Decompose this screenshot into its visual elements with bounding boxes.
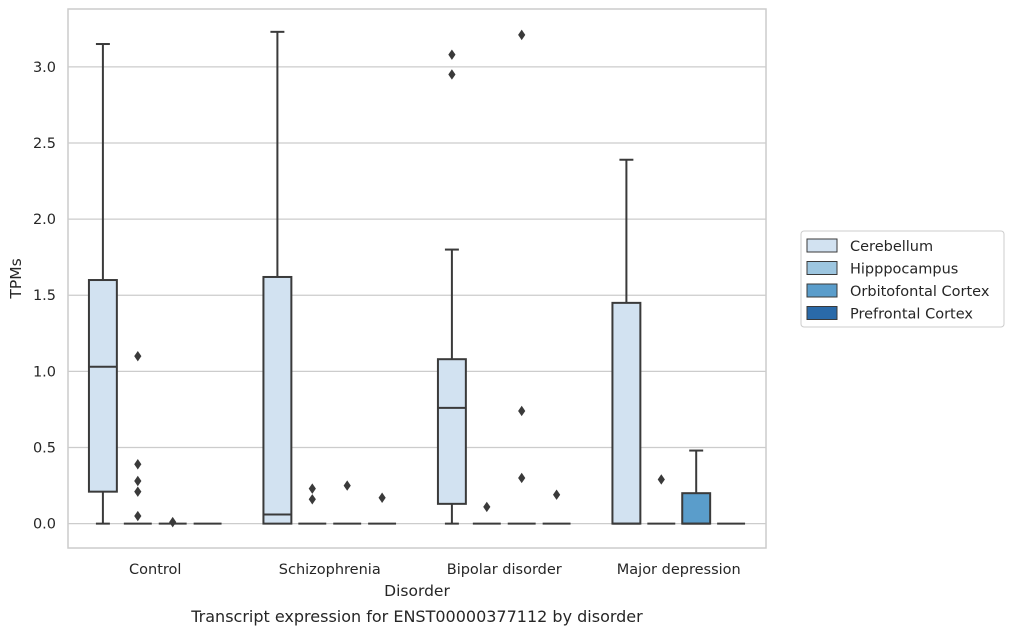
box-body bbox=[681, 492, 712, 525]
x-tick-label: Schizophrenia bbox=[279, 562, 381, 578]
outlier-point bbox=[134, 459, 142, 470]
box-body bbox=[436, 358, 467, 505]
legend-label: Prefrontal Cortex bbox=[850, 307, 973, 323]
box-cerebellum bbox=[611, 158, 642, 525]
y-tick-label: 2.5 bbox=[33, 136, 56, 152]
legend-swatch bbox=[806, 306, 838, 320]
y-tick-label: 2.0 bbox=[33, 212, 56, 228]
x-axis-title: Disorder bbox=[384, 582, 450, 600]
box-orbitofontal-cortex bbox=[333, 480, 362, 525]
box-hipppocampus bbox=[123, 350, 152, 525]
outlier-point bbox=[518, 472, 526, 484]
y-axis-title: TPMs bbox=[7, 258, 25, 299]
legend-swatch bbox=[806, 283, 838, 298]
outlier-point bbox=[448, 69, 456, 80]
outlier-point bbox=[518, 29, 526, 41]
box-prefrontal-cortex bbox=[542, 489, 571, 525]
box-hipppocampus bbox=[298, 483, 327, 525]
outlier-point bbox=[134, 486, 142, 497]
x-tick-labels: Control Schizophrenia Bipolar disorder Majo… bbox=[129, 562, 741, 578]
legend-label: Orbitofontal Cortex bbox=[850, 284, 990, 300]
box-body bbox=[611, 301, 642, 525]
box-series bbox=[87, 29, 746, 528]
legend-swatch bbox=[806, 238, 838, 253]
box-body bbox=[87, 279, 118, 493]
x-tick-label: Bipolar disorder bbox=[447, 562, 562, 578]
outlier-point bbox=[518, 405, 526, 417]
box-cerebellum bbox=[262, 30, 293, 525]
legend-swatch bbox=[806, 261, 838, 275]
outlier-point bbox=[553, 489, 561, 500]
x-tick-label: Major depression bbox=[617, 562, 741, 578]
outlier-point bbox=[483, 501, 491, 513]
box-hipppocampus bbox=[647, 474, 676, 525]
legend-box bbox=[800, 230, 1005, 328]
y-tick-label: 3.0 bbox=[33, 60, 56, 76]
legend-label: Cerebellum bbox=[850, 239, 933, 255]
legend: Cerebellum Hipppocampus Orbitofontal Corte… bbox=[800, 230, 1005, 328]
outlier-point bbox=[134, 350, 142, 362]
box-prefrontal-cortex bbox=[368, 492, 397, 525]
y-tick-label: 0.0 bbox=[33, 517, 56, 533]
outlier-point bbox=[169, 516, 177, 528]
x-tick-label: Control bbox=[129, 562, 181, 578]
box-body bbox=[262, 275, 293, 525]
box-orbitofontal-cortex bbox=[507, 29, 536, 525]
plot-frame bbox=[67, 8, 767, 549]
outlier-point bbox=[657, 474, 665, 485]
outlier-point bbox=[308, 494, 316, 505]
figure-caption: Transcript expression for ENST0000037711… bbox=[190, 607, 643, 626]
y-tick-label: 1.0 bbox=[33, 364, 56, 380]
outlier-point bbox=[343, 480, 351, 491]
box-orbitofontal-cortex bbox=[158, 516, 187, 528]
outlier-point bbox=[448, 49, 456, 60]
outlier-point bbox=[134, 475, 142, 487]
box-orbitofontal-cortex bbox=[681, 449, 712, 525]
y-tick-label: 1.5 bbox=[33, 288, 56, 304]
outlier-point bbox=[134, 510, 142, 522]
y-tick-labels: 0.0 0.5 1.0 1.5 2.0 2.5 3.0 bbox=[33, 60, 56, 533]
y-tick-label: 0.5 bbox=[33, 441, 56, 457]
outlier-point bbox=[378, 492, 386, 503]
outlier-point bbox=[308, 483, 316, 494]
box-cerebellum bbox=[436, 49, 467, 525]
box-cerebellum bbox=[87, 43, 118, 525]
legend-label: Hipppocampus bbox=[850, 262, 958, 278]
box-hipppocampus bbox=[472, 501, 501, 525]
